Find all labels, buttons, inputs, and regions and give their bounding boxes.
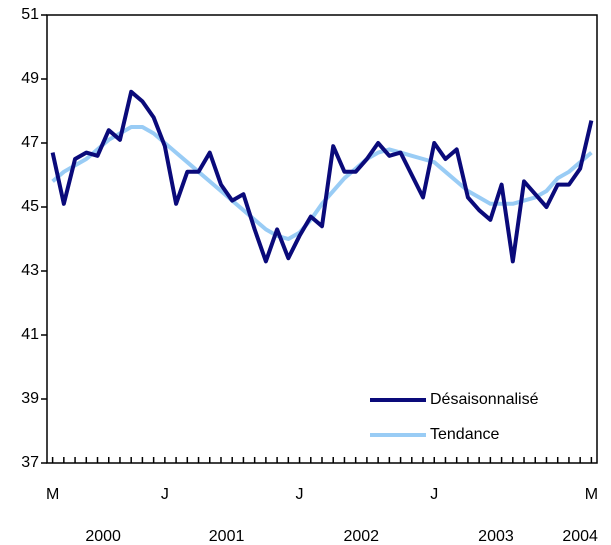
year-label: 2003 — [478, 528, 514, 545]
y-tick-label: 51 — [21, 6, 39, 23]
x-tick-label: J — [296, 486, 304, 503]
x-tick-label: J — [161, 486, 169, 503]
year-label: 2000 — [85, 528, 121, 545]
year-label: 2004 — [562, 528, 598, 545]
y-tick-label: 43 — [21, 262, 39, 279]
y-tick-label: 49 — [21, 70, 39, 87]
x-tick-label: M — [46, 486, 59, 503]
series-line — [50, 89, 594, 264]
y-tick-label: 39 — [21, 390, 39, 407]
series-line — [51, 125, 593, 241]
year-label: 2001 — [209, 528, 245, 545]
x-tick-label: J — [430, 486, 438, 503]
x-tick-label: M — [585, 486, 598, 503]
y-tick-label: 45 — [21, 198, 39, 215]
y-tick-label: 47 — [21, 134, 39, 151]
y-tick-label: 37 — [21, 454, 39, 471]
year-label: 2002 — [343, 528, 379, 545]
legend-label: Tendance — [430, 426, 499, 443]
legend-label: Désaisonnalisé — [430, 391, 539, 408]
y-tick-label: 41 — [21, 326, 39, 343]
